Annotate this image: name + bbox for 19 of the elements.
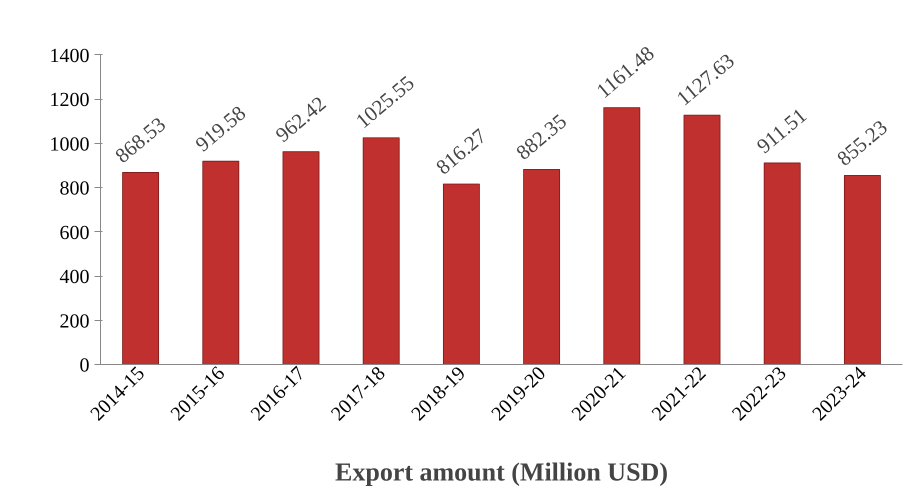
bar [764, 162, 801, 364]
y-tick-label: 400 [60, 266, 90, 288]
y-tick-label: 1200 [50, 89, 90, 112]
bar [684, 114, 720, 364]
bar [122, 172, 160, 364]
bar [523, 168, 560, 364]
bar [282, 151, 320, 364]
y-tick-label: 1400 [50, 44, 90, 67]
y-tick-label: 0 [80, 354, 90, 376]
x-axis-title: Export amount (Million USD) [335, 458, 668, 487]
bar [844, 174, 881, 364]
bar [603, 107, 640, 364]
bar [362, 137, 400, 364]
y-tick-label: 200 [60, 310, 90, 332]
y-tick-label: 600 [60, 222, 90, 244]
bar [202, 160, 240, 364]
bar [442, 184, 480, 364]
y-tick-label: 1000 [50, 133, 90, 156]
y-tick-label: 800 [60, 178, 90, 200]
